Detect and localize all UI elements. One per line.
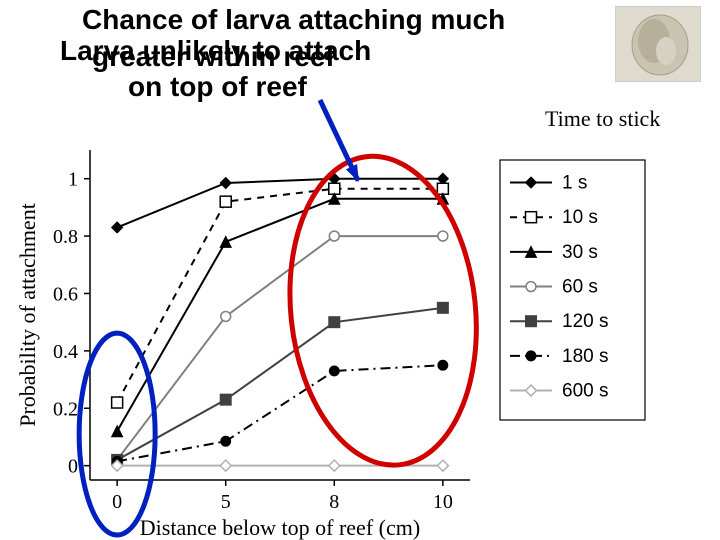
svg-text:10: 10 <box>433 491 453 513</box>
svg-text:30 s: 30 s <box>562 242 598 263</box>
slide-stage: { "annotations": { "line1": "Chance of l… <box>0 0 720 540</box>
svg-text:0: 0 <box>112 491 122 513</box>
svg-text:0: 0 <box>68 456 78 478</box>
svg-text:5: 5 <box>221 491 231 513</box>
svg-text:0.6: 0.6 <box>53 283 78 305</box>
svg-text:120 s: 120 s <box>562 311 608 332</box>
svg-text:600 s: 600 s <box>562 381 608 402</box>
svg-text:0.2: 0.2 <box>53 398 78 420</box>
svg-text:0.8: 0.8 <box>53 226 78 248</box>
svg-text:1: 1 <box>68 169 78 191</box>
svg-text:Distance below top of reef (cm: Distance below top of reef (cm) <box>140 515 420 540</box>
svg-text:1 s: 1 s <box>562 173 587 194</box>
svg-text:180 s: 180 s <box>562 346 608 367</box>
svg-text:8: 8 <box>329 491 339 513</box>
svg-text:10 s: 10 s <box>562 207 598 228</box>
svg-text:0.4: 0.4 <box>53 341 78 363</box>
chart-svg: 00.20.40.60.8105810Probability of attach… <box>0 0 720 540</box>
svg-text:Probability of attachment: Probability of attachment <box>15 203 40 427</box>
svg-text:60 s: 60 s <box>562 277 598 298</box>
